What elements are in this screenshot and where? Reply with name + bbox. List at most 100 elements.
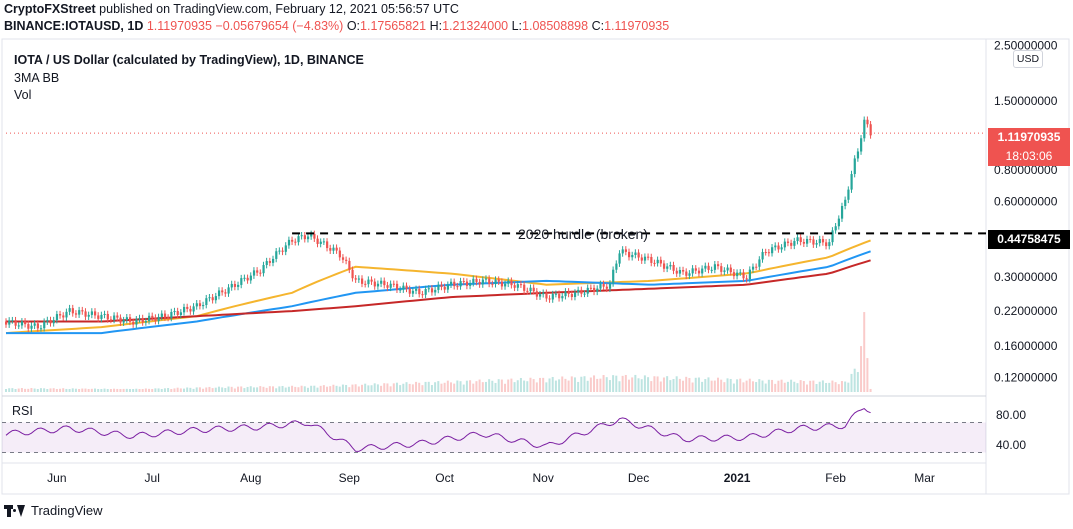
candle-body	[411, 290, 415, 294]
volume-bar	[567, 380, 570, 392]
candle-body	[221, 290, 224, 293]
volume-bar	[707, 377, 710, 392]
volume-bar	[818, 381, 821, 392]
candle-body	[542, 292, 545, 295]
volume-bar	[227, 386, 230, 392]
candle-body	[844, 199, 847, 206]
volume-bar	[332, 384, 335, 392]
volume-bar	[8, 388, 11, 392]
volume-bar	[815, 384, 818, 392]
candle-body	[837, 218, 840, 227]
candle-body	[59, 314, 62, 316]
volume-bar	[402, 383, 405, 392]
volume-bar	[170, 389, 173, 392]
candle-body	[825, 242, 828, 247]
candle-body	[755, 266, 758, 268]
candle-body	[863, 119, 866, 139]
candle-body	[751, 266, 755, 270]
candle-body	[100, 314, 103, 319]
rsi-legend[interactable]: RSI	[12, 404, 33, 418]
volume-bar	[354, 384, 357, 392]
volume-bar	[246, 386, 249, 392]
candle-body	[74, 313, 78, 315]
volume-bar	[767, 379, 770, 392]
volume-bar	[602, 375, 605, 392]
volume-legend[interactable]: Vol	[14, 88, 32, 102]
candle-body	[43, 321, 46, 329]
volume-bar	[831, 380, 834, 392]
volume-bar	[421, 385, 424, 392]
volume-bar	[100, 389, 103, 392]
high-label: H:	[429, 19, 443, 33]
volume-bar	[141, 389, 144, 392]
candle-body	[415, 288, 418, 291]
last-price-tag: 1.11970935	[988, 128, 1070, 147]
volume-bar	[376, 384, 379, 392]
volume-bar	[367, 385, 370, 392]
candle-body	[237, 284, 240, 287]
footer-brand[interactable]: TradingView	[4, 503, 103, 518]
volume-bar	[459, 381, 462, 392]
candle-body	[504, 283, 507, 287]
candle-body	[198, 303, 202, 307]
volume-bar	[370, 385, 373, 392]
volume-bar	[392, 383, 395, 392]
volume-bar	[294, 386, 297, 392]
currency-button[interactable]: USD	[1013, 50, 1043, 68]
candle-body	[497, 279, 500, 282]
candle-body	[300, 235, 303, 237]
volume-bar	[847, 382, 850, 392]
volume-bar	[217, 386, 220, 392]
volume-bar	[233, 388, 236, 392]
candle-body	[831, 230, 834, 243]
candle-body	[128, 317, 132, 322]
candle-body	[656, 259, 659, 264]
volume-bar	[755, 382, 758, 392]
volume-bar	[497, 379, 500, 392]
volume-bar	[183, 388, 185, 392]
candle-body	[81, 310, 84, 312]
candle-body	[666, 266, 669, 269]
volume-bar	[240, 386, 243, 392]
candle-body	[268, 261, 272, 263]
volume-bar	[593, 375, 596, 392]
volume-bar	[612, 375, 615, 392]
volume-bar	[106, 389, 109, 392]
indicator-legend[interactable]: 3MA BB	[14, 71, 60, 85]
candle-body	[729, 267, 732, 273]
volume-bar	[806, 384, 808, 392]
candle-body	[68, 308, 71, 312]
axis-ticks: 2.50000000 1.50000000 0.80000000 0.60000000…	[47, 38, 1058, 485]
candle-body	[135, 319, 138, 325]
candle-body	[195, 303, 198, 307]
candle-body	[856, 151, 860, 159]
price-tick-label: 1.50000000	[994, 94, 1058, 108]
volume-bar	[119, 389, 122, 392]
volume-bar	[488, 379, 491, 392]
volume-bar	[860, 346, 863, 392]
volume-bar	[116, 388, 119, 392]
volume-bar	[202, 388, 205, 392]
volume-bar	[440, 383, 443, 392]
volume-bar	[418, 382, 421, 392]
time-tick-label: 2021	[724, 471, 751, 485]
candle-body	[717, 264, 720, 267]
volume-bar	[68, 389, 71, 392]
volume-bar	[834, 382, 837, 392]
volume-bar	[373, 383, 376, 392]
candle-body	[383, 280, 386, 286]
candle-body	[332, 247, 335, 251]
candle-body	[564, 291, 567, 297]
candle-body	[361, 278, 364, 284]
volume-bar	[446, 380, 449, 392]
candle-body	[720, 266, 723, 272]
candle-body	[265, 261, 268, 266]
volume-bar	[523, 380, 526, 392]
volume-bar	[243, 388, 246, 392]
volume-bar	[281, 385, 284, 392]
candle-body	[440, 284, 443, 287]
volume-bar	[163, 388, 166, 392]
volume-bar	[580, 376, 583, 392]
candle-body	[539, 294, 542, 297]
